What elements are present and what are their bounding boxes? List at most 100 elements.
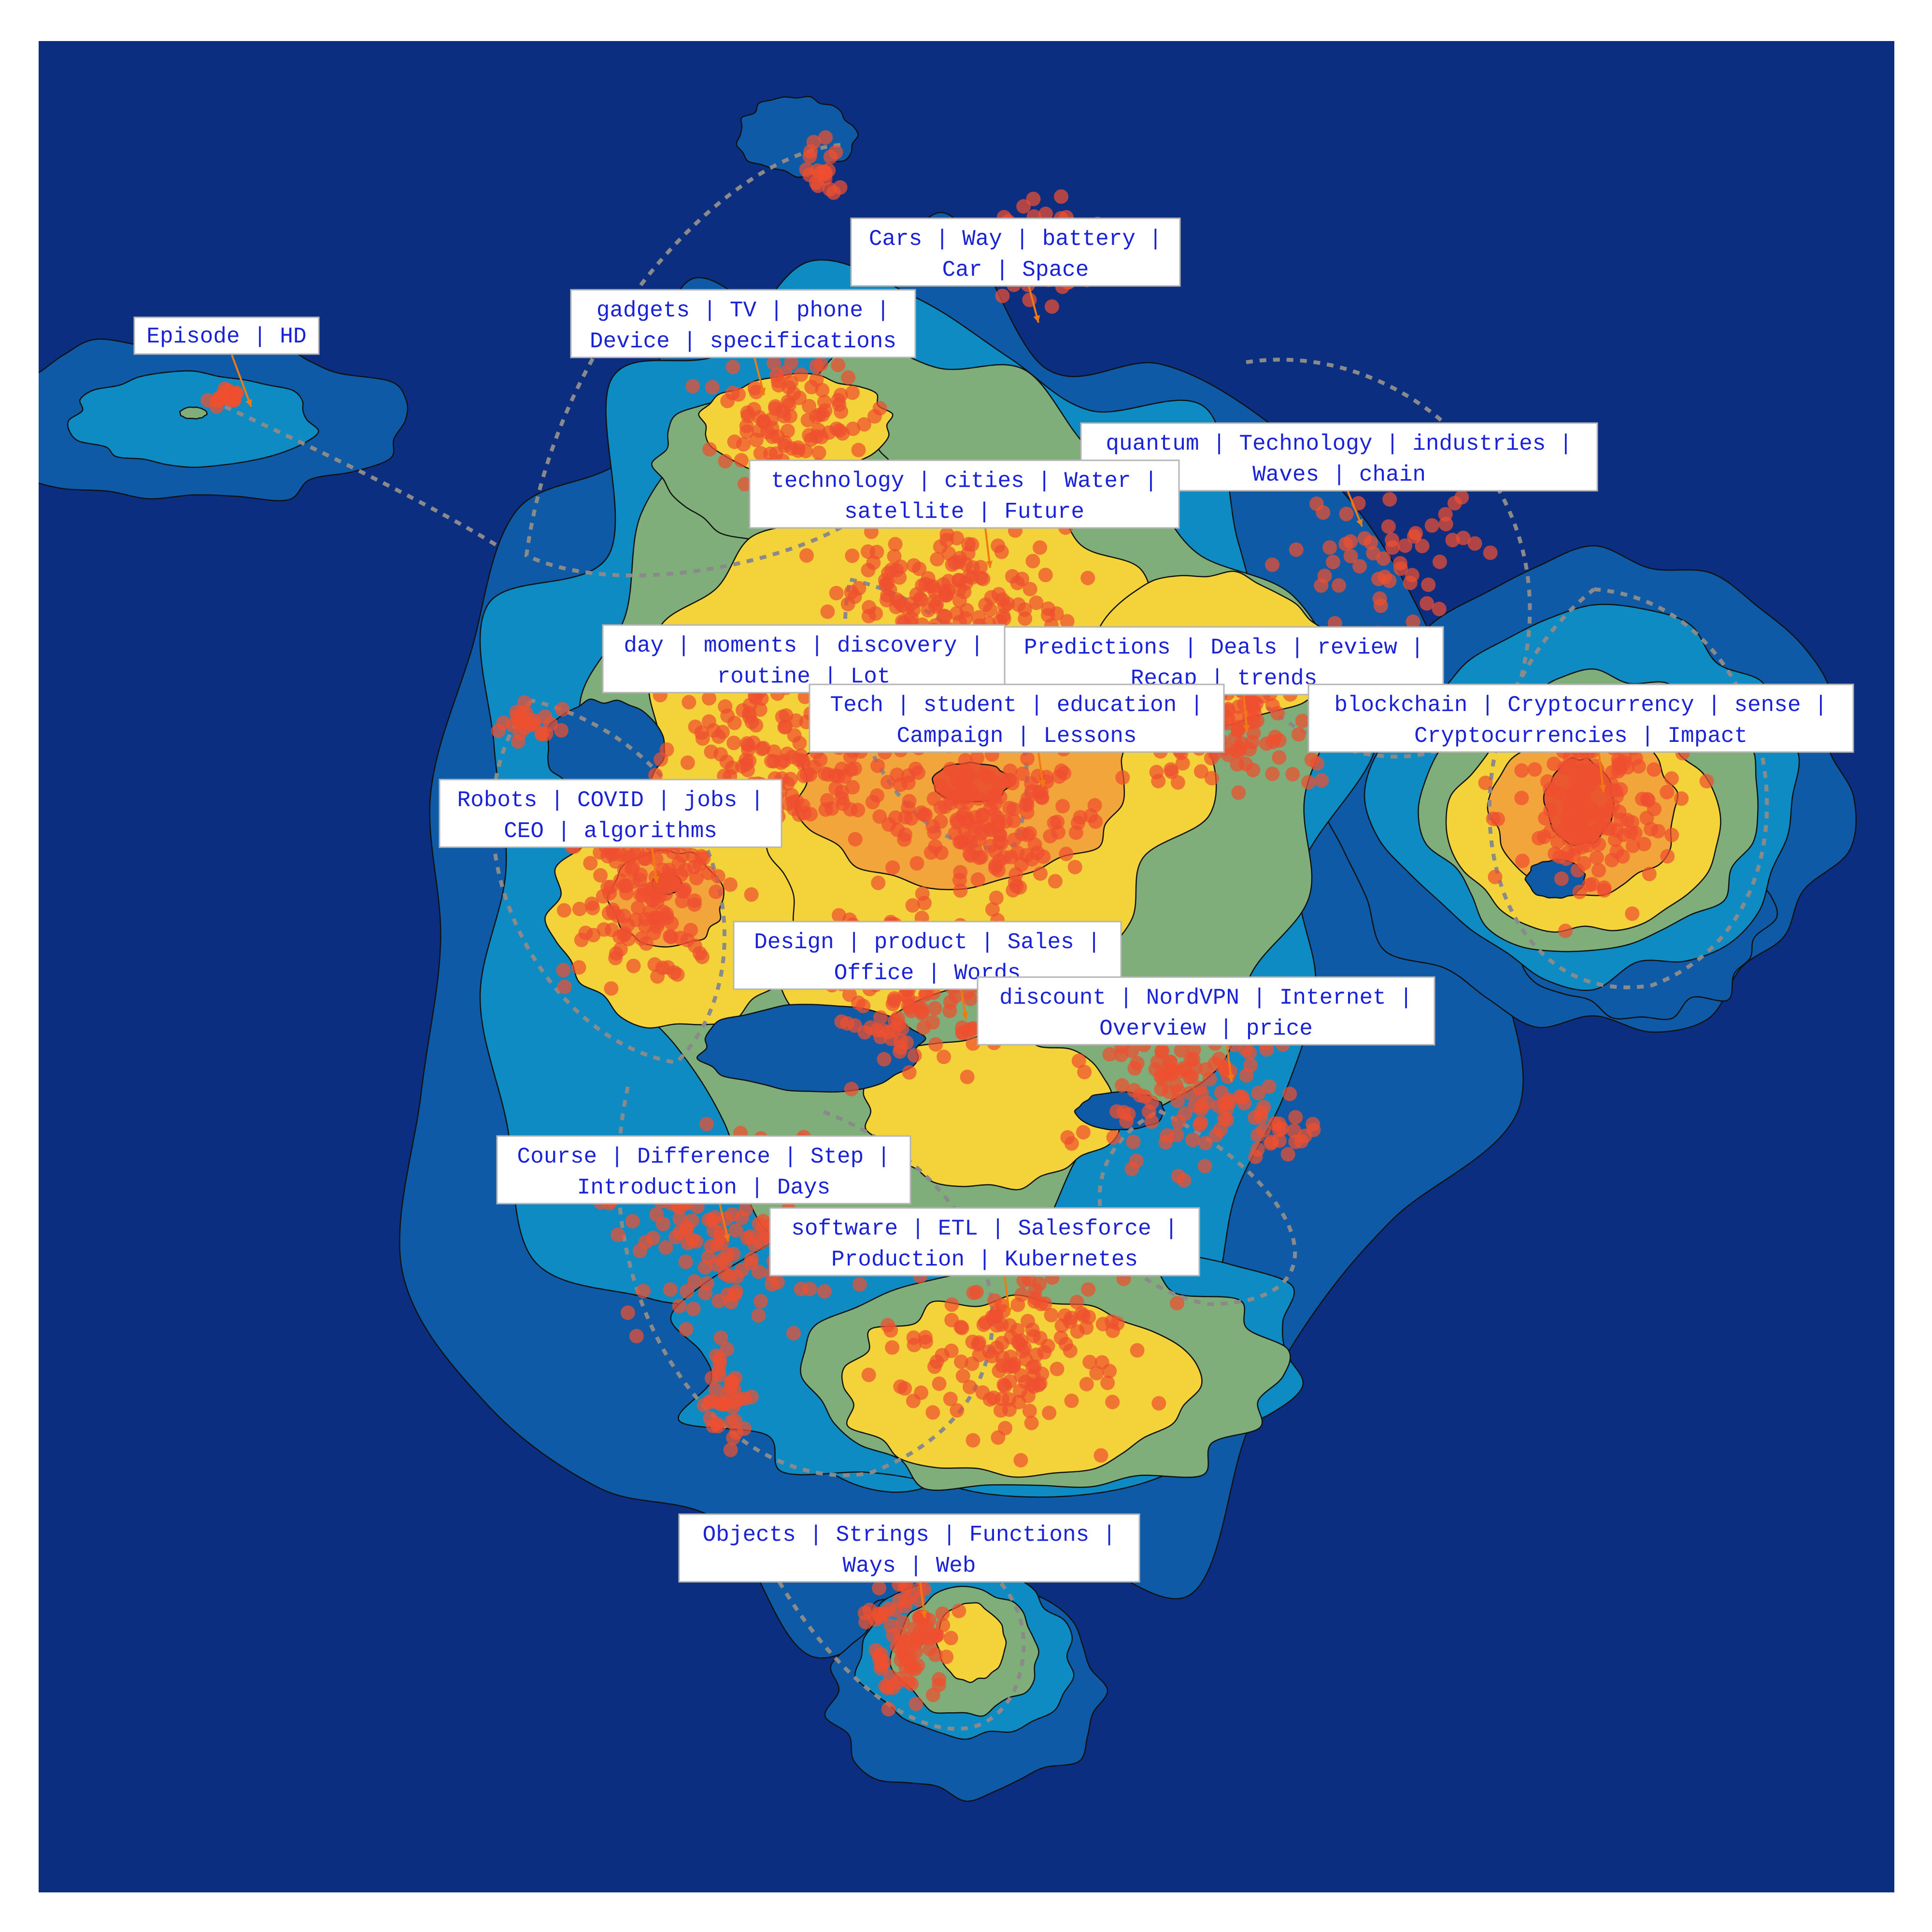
document-point	[906, 1330, 921, 1345]
document-point	[970, 872, 985, 887]
document-point	[966, 1036, 980, 1051]
document-point	[1130, 1343, 1145, 1358]
svg-text:Objects | Strings | Functions: Objects | Strings | Functions | Ways | We…	[703, 1522, 1116, 1578]
document-point	[702, 442, 717, 457]
document-point	[877, 1052, 892, 1066]
document-point	[872, 1581, 887, 1595]
document-point	[953, 1320, 968, 1335]
document-point	[784, 441, 799, 456]
document-point	[1032, 1277, 1047, 1292]
document-point	[860, 544, 875, 559]
document-point	[1301, 775, 1316, 790]
document-point	[767, 355, 781, 370]
document-point	[928, 1037, 943, 1052]
document-point	[818, 130, 833, 145]
document-point	[937, 1050, 951, 1065]
document-point	[1150, 1054, 1165, 1069]
document-point	[870, 758, 885, 773]
document-point	[1600, 821, 1615, 836]
document-point	[835, 426, 850, 441]
document-point	[1550, 835, 1565, 849]
document-point	[709, 1383, 724, 1398]
document-point	[1294, 1134, 1309, 1149]
document-point	[887, 1013, 902, 1028]
document-point	[1006, 802, 1021, 817]
document-point	[763, 446, 778, 461]
document-point	[679, 1322, 694, 1337]
document-point	[1543, 782, 1558, 797]
document-point	[683, 923, 698, 938]
document-point	[895, 1615, 910, 1630]
document-point	[1137, 1089, 1152, 1104]
document-point	[907, 558, 921, 573]
document-point	[800, 412, 815, 427]
document-point	[844, 1081, 859, 1096]
document-point	[823, 149, 838, 164]
document-point	[1021, 1389, 1036, 1403]
svg-text:discount | NordVPN | Internet: discount | NordVPN | Internet | Overview …	[999, 985, 1413, 1041]
svg-text:quantum | Technology | industr: quantum | Technology | industries | Waves…	[1106, 431, 1572, 487]
document-point	[973, 560, 988, 575]
document-point	[597, 922, 611, 937]
document-point	[857, 417, 871, 432]
document-point	[943, 1392, 958, 1406]
document-point	[802, 1281, 817, 1296]
document-point	[995, 288, 1010, 303]
document-point	[724, 1294, 739, 1309]
document-point	[1352, 559, 1367, 574]
document-point	[1660, 785, 1675, 799]
document-point	[1184, 1069, 1199, 1084]
topic-label-predictions: Predictions | Deals | review | Recap | tr…	[1004, 626, 1444, 696]
document-point	[1076, 1308, 1091, 1323]
document-point	[1326, 554, 1340, 569]
document-point	[712, 1368, 727, 1383]
document-point	[1285, 767, 1300, 781]
document-point	[737, 1421, 752, 1436]
document-point	[1040, 1338, 1055, 1353]
cluster-outline	[1097, 1109, 1297, 1307]
document-point	[1272, 750, 1287, 765]
document-point	[1432, 554, 1447, 569]
document-point	[938, 609, 952, 624]
document-point	[1033, 866, 1048, 881]
document-point	[840, 597, 855, 611]
document-point	[809, 175, 824, 190]
document-point	[1289, 542, 1304, 557]
document-point	[851, 995, 866, 1010]
document-point	[982, 1392, 997, 1407]
document-point	[1193, 764, 1208, 779]
document-point	[909, 587, 924, 602]
document-point	[901, 768, 916, 783]
document-point	[845, 385, 860, 400]
document-point	[987, 807, 1002, 822]
document-point	[1029, 1348, 1044, 1362]
document-point	[787, 728, 802, 743]
leader-arrow-head	[921, 1610, 927, 1618]
document-point	[1002, 1318, 1017, 1333]
document-point	[903, 1000, 917, 1015]
document-point	[1102, 1364, 1117, 1378]
document-point	[942, 1004, 957, 1018]
document-point	[960, 814, 975, 829]
density-level-4	[863, 1032, 1120, 1191]
document-point	[1185, 1133, 1200, 1148]
document-point	[620, 918, 635, 932]
document-point	[1242, 1045, 1257, 1060]
document-point	[829, 586, 844, 600]
document-point	[770, 1275, 785, 1290]
document-point	[1647, 762, 1662, 777]
document-point	[1197, 1159, 1212, 1174]
document-point	[885, 860, 900, 875]
document-point	[754, 691, 769, 706]
document-point	[892, 570, 907, 585]
document-point	[718, 454, 733, 469]
document-point	[941, 546, 956, 561]
document-point	[952, 593, 967, 608]
document-point	[929, 597, 944, 612]
document-point	[1244, 697, 1259, 712]
document-point	[1314, 773, 1329, 788]
document-point	[998, 814, 1013, 829]
document-point	[668, 1230, 683, 1245]
document-point	[1265, 767, 1280, 781]
topic-labels: Episode | HD Cars | Way | battery | Car |…	[133, 217, 1854, 1583]
